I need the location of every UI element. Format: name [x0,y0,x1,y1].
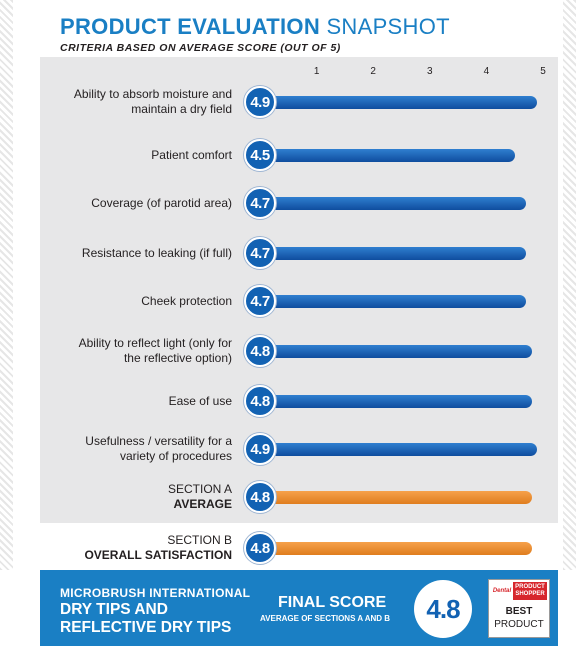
row-label-line: Ability to absorb moisture and [73,87,232,101]
page-title: PRODUCT EVALUATION SNAPSHOT [60,14,450,40]
final-score-value: 4.8 [414,580,472,638]
score-bar [260,196,527,210]
logo-line-2: SHOPPER [515,591,545,597]
product-name: DRY TIPS AND REFLECTIVE DRY TIPS [60,601,231,637]
row-label: Coverage (of parotid area) [44,196,232,211]
row-label-line: SECTION B [167,533,232,547]
best-product-logo: Dental PRODUCT SHOPPER BEST PRODUCT [488,579,550,638]
row-label-line: Patient comfort [151,147,232,162]
row-label: Usefulness / versatility for a variety of… [44,434,232,464]
title-bold: PRODUCT EVALUATION [60,14,321,39]
row-label-line: Coverage (of parotid area) [91,195,232,210]
score-badge: 4.7 [244,285,276,317]
score-badge: 4.8 [244,481,276,513]
title-light: SNAPSHOT [320,14,450,39]
score-bar [260,541,532,555]
x-tick-label: 4 [483,66,490,77]
score-bar [260,148,515,162]
x-tick-label: 2 [370,66,376,77]
row-label: SECTION A AVERAGE [44,482,232,512]
logo-wordmark: PRODUCT SHOPPER [513,582,547,600]
score-bar [260,294,527,308]
score-badge: 4.8 [244,335,276,367]
row-label: Cheek protection [44,294,232,309]
row-label-line: Usefulness / versatility for a [85,434,232,448]
score-badge: 4.5 [244,139,276,171]
row-label-line: Ease of use [168,393,232,408]
final-score-footer: MICROBRUSH INTERNATIONAL DRY TIPS AND RE… [40,570,558,646]
row-label: Patient comfort [44,148,232,163]
product-line-1: DRY TIPS AND [60,601,168,618]
score-badge: 4.7 [244,237,276,269]
score-bar [260,490,532,504]
final-score-subtitle: AVERAGE OF SECTIONS A AND B [260,614,391,623]
final-score-label: FINAL SCORE [278,594,387,611]
logo-brand: Dental [491,582,513,600]
score-bar [260,95,538,109]
score-badge: 4.8 [244,532,276,564]
row-label: Resistance to leaking (if full) [44,246,232,261]
row-label-line: the reflective option) [123,351,232,365]
right-hatch-stripe [563,0,576,570]
row-label-line: variety of procedures [119,449,232,463]
page-subtitle: CRITERIA BASED ON AVERAGE SCORE (OUT OF … [60,42,341,54]
row-label-line: Cheek protection [141,293,232,308]
row-label-bold: AVERAGE [173,497,232,511]
row-label: SECTION B OVERALL SATISFACTION [44,533,232,563]
logo-best: BEST [505,606,533,617]
score-bar [260,344,532,358]
row-label-line: maintain a dry field [131,102,232,116]
score-badge: 4.9 [244,433,276,465]
score-badge: 4.7 [244,187,276,219]
score-bar [260,442,538,456]
row-label: Ability to reflect light (only for the re… [44,336,232,366]
x-tick-label: 5 [540,66,546,77]
row-label-line: SECTION A [167,482,232,496]
product-line-2: REFLECTIVE DRY TIPS [60,619,232,636]
score-badge: 4.8 [244,385,276,417]
x-tick-label: 3 [427,66,433,77]
row-label-line: Resistance to leaking (if full) [81,245,232,260]
x-tick-label: 1 [313,66,320,77]
score-bar [260,394,532,408]
row-label: Ease of use [44,394,232,409]
score-badge: 4.9 [244,86,276,118]
logo-banner: Dental PRODUCT SHOPPER [491,582,547,600]
score-bar [260,246,527,260]
logo-product: PRODUCT [494,619,544,630]
logo-line-1: PRODUCT [515,584,545,590]
company-name: MICROBRUSH INTERNATIONAL [60,586,251,600]
row-label-line: Ability to reflect light (only for [78,336,232,350]
left-hatch-stripe [0,0,13,570]
row-label: Ability to absorb moisture and maintain a… [44,87,232,117]
row-label-bold: OVERALL SATISFACTION [84,548,232,562]
